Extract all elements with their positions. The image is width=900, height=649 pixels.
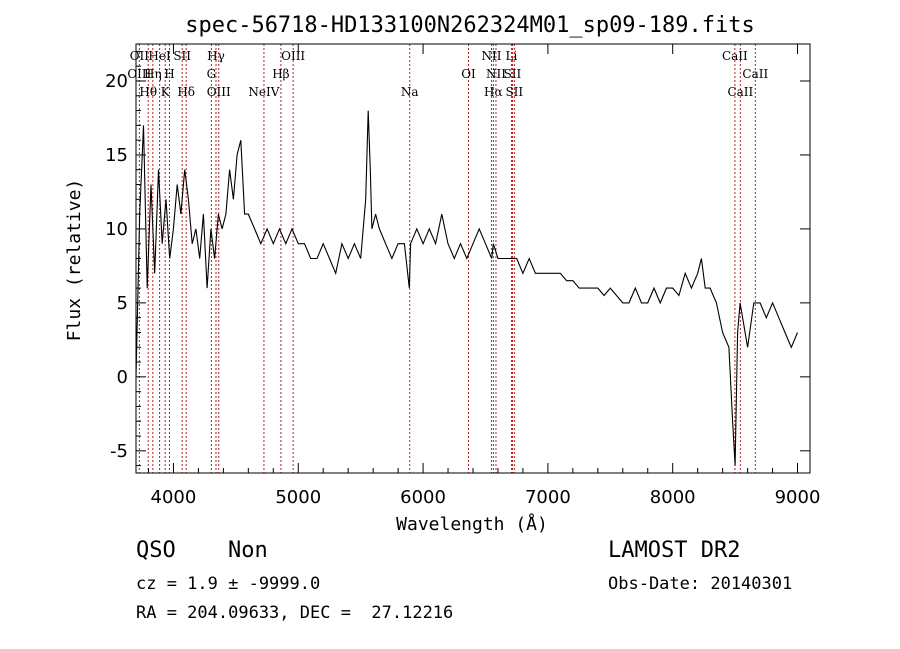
line-label: OIII <box>127 67 151 81</box>
y-tick-label: 10 <box>105 219 128 240</box>
y-tick-label: 20 <box>105 71 128 92</box>
survey-name: LAMOST DR2 <box>608 538 741 563</box>
line-label: CaII <box>722 49 748 63</box>
line-label: Na <box>401 85 419 99</box>
line-label: CaII <box>742 67 768 81</box>
line-label: G <box>207 67 217 81</box>
object-class: QSO <box>136 538 176 563</box>
line-label: Hδ <box>177 85 195 99</box>
line-label: OII <box>130 49 150 63</box>
y-axis-label: Flux (relative) <box>64 179 85 342</box>
line-label: SII <box>505 85 523 99</box>
coordinates-info: RA = 204.09633, DEC = 27.12216 <box>136 603 454 623</box>
line-label: NII <box>481 49 501 63</box>
y-tick-label: 15 <box>105 145 128 166</box>
x-tick-label: 5000 <box>275 487 321 508</box>
x-axis-label: Wavelength (Å) <box>396 513 548 535</box>
line-label: NeIV <box>248 85 279 99</box>
y-tick-label: -5 <box>110 441 128 462</box>
plot-frame <box>135 43 811 474</box>
redshift-info: cz = 1.9 ± -9999.0 <box>136 574 321 594</box>
line-label: Hη <box>144 67 162 81</box>
line-label: SII <box>173 49 191 63</box>
x-tick-label: 4000 <box>151 487 197 508</box>
y-tick-label: 5 <box>117 293 128 314</box>
chart-title: spec-56718-HD133100N262324M01_sp09-189.f… <box>185 13 755 38</box>
observation-date: Obs-Date: 20140301 <box>608 574 793 594</box>
x-tick-label: 6000 <box>400 487 446 508</box>
y-axis: -5 0 5 10 15 20 <box>105 50 810 467</box>
line-markers <box>138 44 756 473</box>
line-label: Hθ <box>139 85 157 99</box>
line-label: Hα <box>484 85 503 99</box>
line-label: H <box>164 67 174 81</box>
line-label: SII <box>504 67 522 81</box>
line-label: Li <box>506 49 518 63</box>
line-label: CaII <box>727 85 753 99</box>
x-tick-label: 9000 <box>775 487 821 508</box>
x-tick-label: 7000 <box>525 487 571 508</box>
line-label: Hβ <box>272 67 289 81</box>
line-label: HeI <box>148 49 171 63</box>
line-label: OIII <box>281 49 305 63</box>
line-label: OIII <box>207 85 231 99</box>
y-tick-label: 0 <box>117 367 128 388</box>
line-label: Hγ <box>207 49 225 63</box>
x-axis: 4000 5000 6000 7000 8000 9000 <box>147 44 821 508</box>
line-label: NII <box>486 67 506 81</box>
spectrum-line <box>135 110 799 466</box>
x-tick-label: 8000 <box>650 487 696 508</box>
line-label: K <box>161 85 171 99</box>
object-subclass: Non <box>228 538 268 563</box>
line-label: OI <box>461 67 476 81</box>
